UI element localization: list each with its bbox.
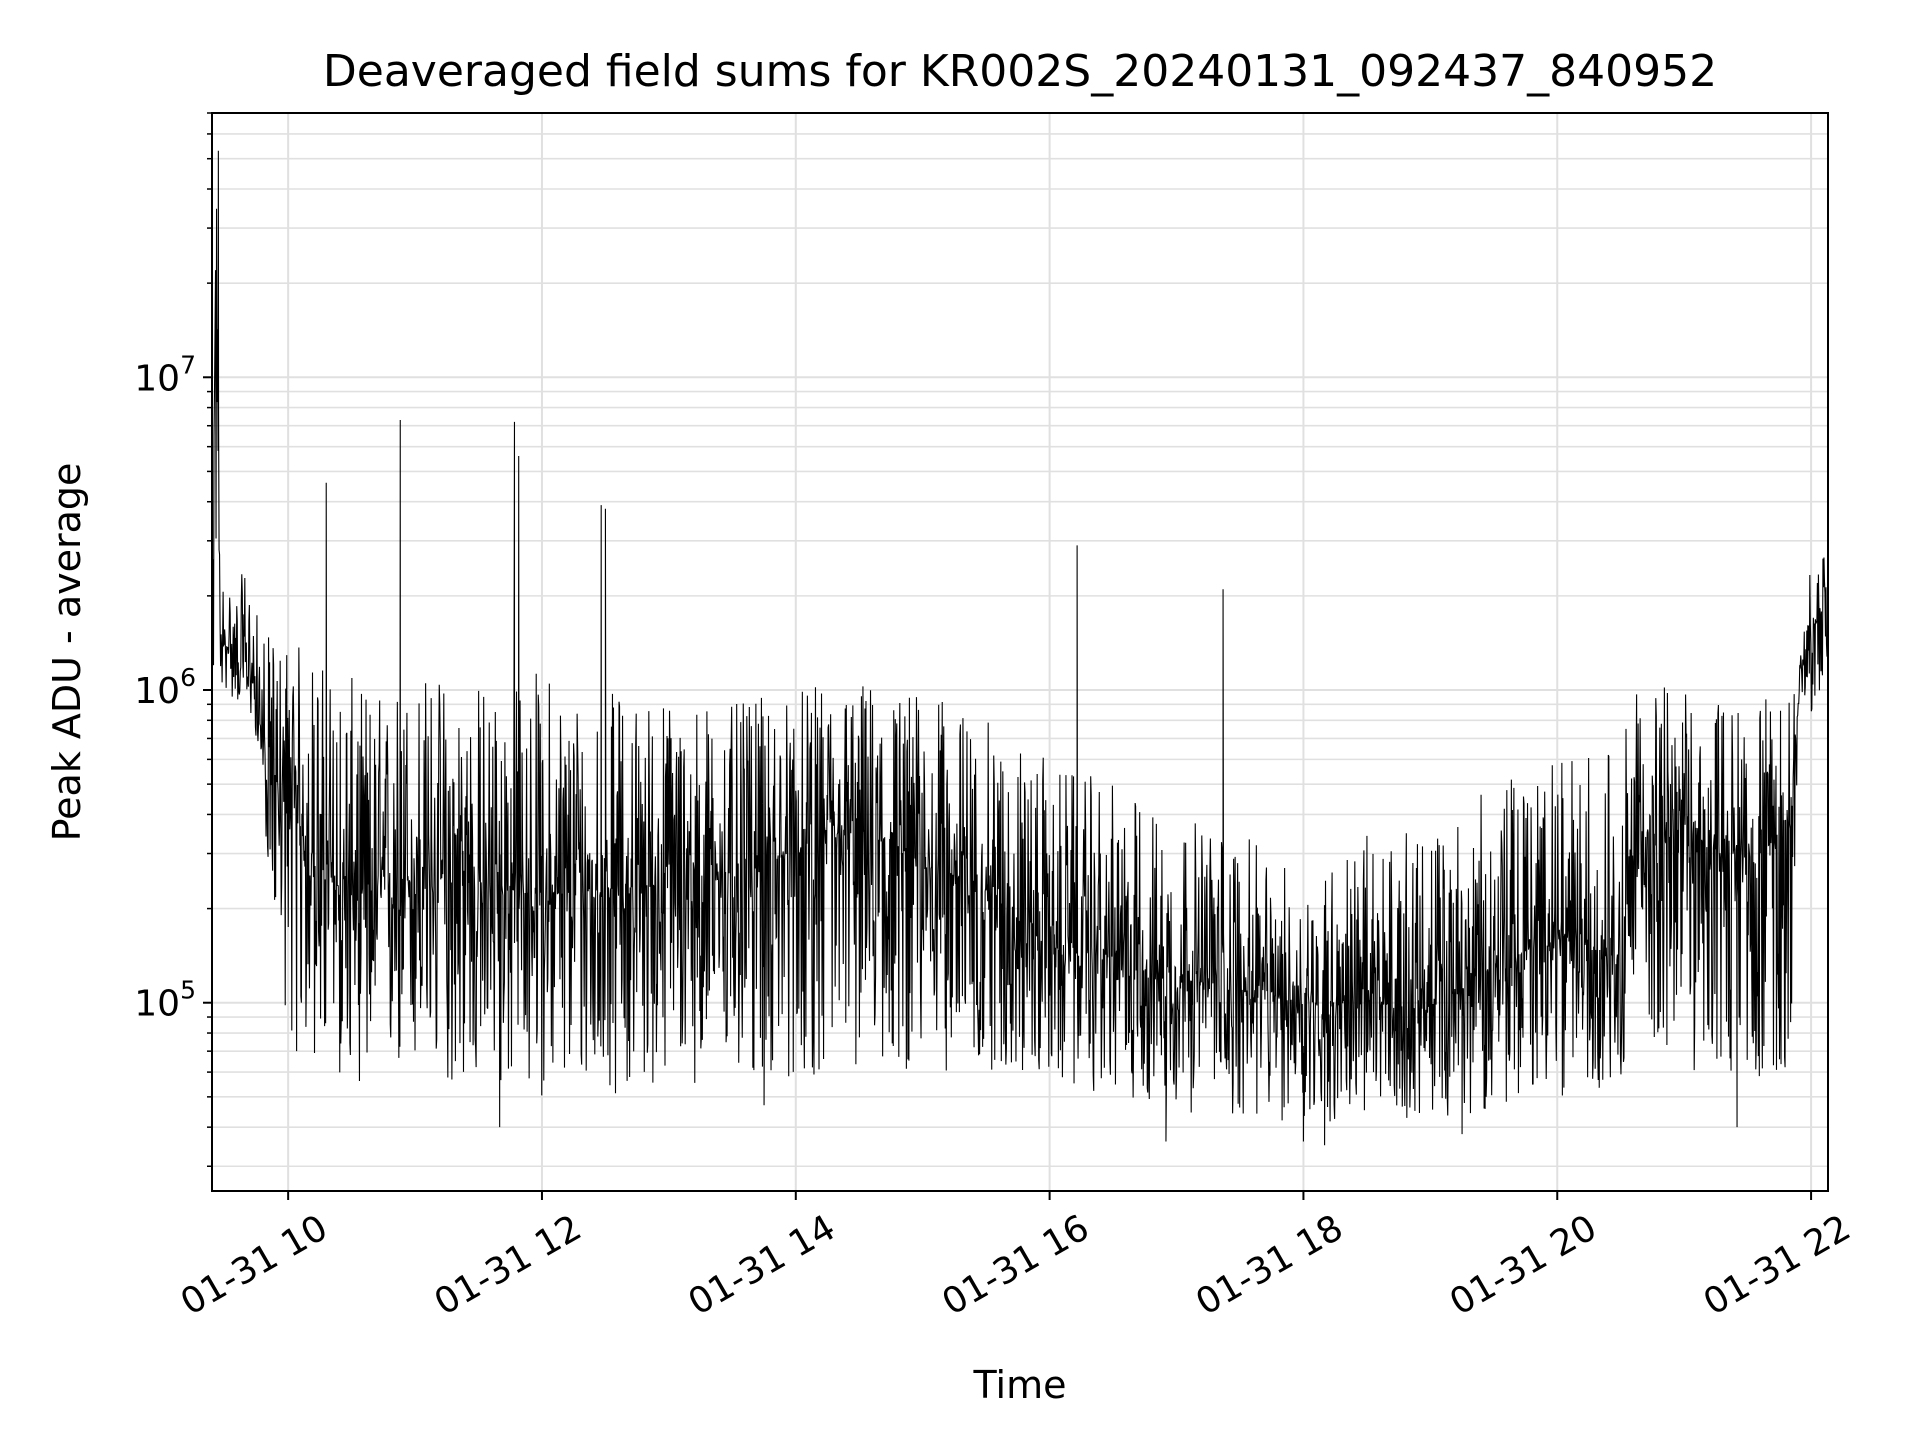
y-tick-label: 105 (134, 976, 196, 1025)
y-tick-label: 106 (134, 663, 196, 712)
y-tick-label: 107 (134, 350, 196, 399)
x-tick-label: 01-31 12 (428, 1207, 589, 1323)
y-axis-label: Peak ADU - average (45, 463, 89, 842)
x-tick-label: 01-31 14 (682, 1207, 843, 1323)
x-tick-label: 01-31 20 (1443, 1207, 1604, 1323)
x-tick-label: 01-31 16 (935, 1207, 1096, 1323)
x-tick-label: 01-31 10 (174, 1207, 335, 1323)
x-tick-label: 01-31 18 (1189, 1207, 1350, 1323)
axis-ticks: 105 106 107 01-31 10 01-31 12 01-31 14 01-31 1… (134, 112, 1858, 1324)
x-axis-label: Time (973, 1363, 1067, 1407)
plot-area-frame (211, 112, 1829, 1192)
series-line (211, 150, 1829, 1146)
x-tick-label: 01-31 22 (1697, 1207, 1858, 1323)
chart-title: Deaveraged field sums for KR002S_2024013… (323, 46, 1717, 97)
series-line-group (211, 150, 1829, 1146)
grid (212, 112, 1828, 1191)
